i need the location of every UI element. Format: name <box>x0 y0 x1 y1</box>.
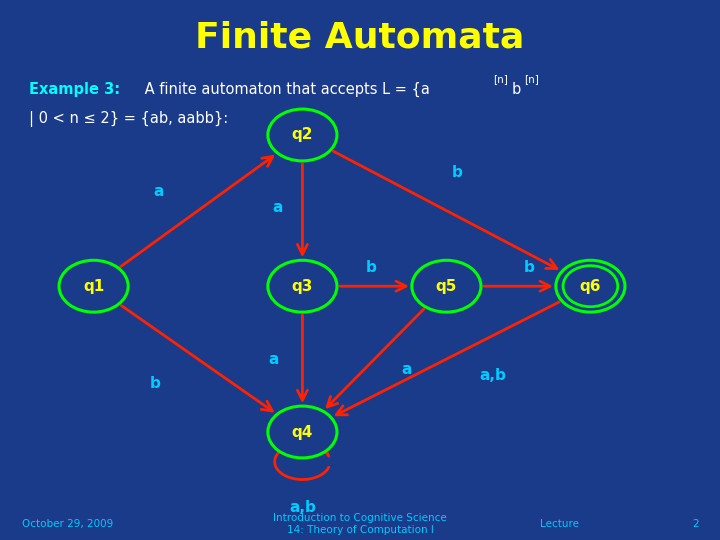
Circle shape <box>59 260 128 312</box>
Text: a: a <box>153 184 163 199</box>
Text: b: b <box>451 165 463 180</box>
Text: a,b: a,b <box>480 368 507 383</box>
Text: b: b <box>511 82 521 97</box>
Circle shape <box>412 260 481 312</box>
Text: 2: 2 <box>692 519 698 529</box>
Text: [n]: [n] <box>493 75 508 84</box>
Text: q5: q5 <box>436 279 457 294</box>
Text: q4: q4 <box>292 424 313 440</box>
Text: a: a <box>269 352 279 367</box>
Circle shape <box>268 109 337 161</box>
Circle shape <box>556 260 625 312</box>
Circle shape <box>268 260 337 312</box>
Text: Introduction to Cognitive Science
14: Theory of Computation I: Introduction to Cognitive Science 14: Th… <box>273 513 447 535</box>
Circle shape <box>268 406 337 458</box>
Text: b: b <box>523 260 535 275</box>
Text: Example 3:: Example 3: <box>29 82 120 97</box>
Text: A finite automaton that accepts L = {a: A finite automaton that accepts L = {a <box>140 82 431 97</box>
Text: q3: q3 <box>292 279 313 294</box>
Text: [n]: [n] <box>524 75 539 84</box>
Text: q1: q1 <box>83 279 104 294</box>
Text: October 29, 2009: October 29, 2009 <box>22 519 113 529</box>
Text: a: a <box>272 200 282 215</box>
Text: q6: q6 <box>580 279 601 294</box>
Text: Finite Automata: Finite Automata <box>195 21 525 55</box>
Text: a: a <box>402 362 412 377</box>
Text: b: b <box>149 376 161 391</box>
Text: | 0 < n ≤ 2} = {ab, aabb}:: | 0 < n ≤ 2} = {ab, aabb}: <box>29 111 228 127</box>
Text: q2: q2 <box>292 127 313 143</box>
Text: Lecture: Lecture <box>540 519 579 529</box>
Text: b: b <box>365 260 377 275</box>
Text: a,b: a,b <box>289 500 316 515</box>
